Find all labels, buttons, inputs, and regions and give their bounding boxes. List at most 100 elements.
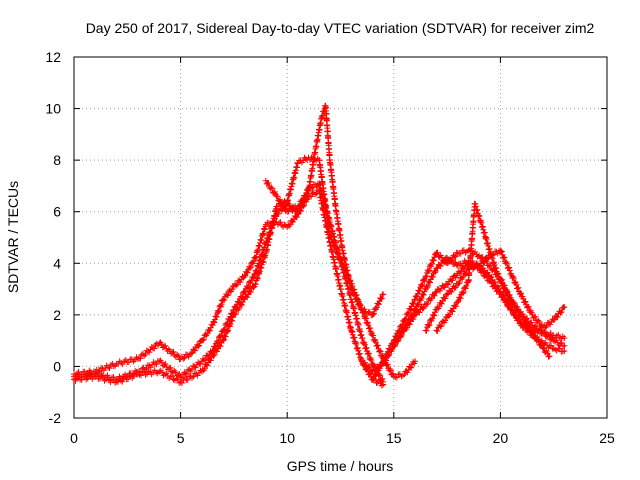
y-axis-label: SDTVAR / TECUs bbox=[5, 181, 21, 293]
data-point-marker bbox=[201, 365, 208, 372]
data-point-marker bbox=[151, 345, 158, 352]
data-point-marker bbox=[378, 295, 385, 302]
data-point-marker bbox=[491, 259, 498, 266]
data-point-marker bbox=[350, 291, 357, 298]
data-point-marker bbox=[294, 160, 301, 167]
data-point-marker bbox=[365, 350, 372, 357]
data-point-marker bbox=[405, 309, 412, 316]
data-point-marker bbox=[415, 287, 422, 294]
series-track-i bbox=[433, 200, 553, 360]
data-points bbox=[71, 102, 568, 389]
data-point-marker bbox=[404, 369, 411, 376]
data-point-marker bbox=[394, 338, 401, 345]
y-tick-label: 4 bbox=[53, 255, 61, 271]
data-point-marker bbox=[559, 333, 566, 340]
data-point-marker bbox=[448, 288, 455, 295]
data-point-marker bbox=[268, 184, 275, 191]
data-point-marker bbox=[361, 341, 368, 348]
data-point-marker bbox=[490, 260, 497, 267]
data-point-marker bbox=[192, 364, 199, 371]
data-point-marker bbox=[356, 350, 363, 357]
series-track-c bbox=[71, 153, 419, 386]
data-point-marker bbox=[510, 275, 517, 282]
data-point-marker bbox=[515, 284, 522, 291]
data-point-marker bbox=[534, 336, 541, 343]
data-point-marker bbox=[514, 306, 521, 313]
x-tick-label: 10 bbox=[279, 430, 295, 446]
data-point-marker bbox=[224, 292, 231, 299]
data-point-marker bbox=[193, 371, 200, 378]
data-point-marker bbox=[296, 202, 303, 209]
data-point-marker bbox=[460, 274, 467, 281]
data-point-marker bbox=[377, 294, 384, 301]
data-point-marker bbox=[138, 351, 145, 358]
data-point-marker bbox=[430, 311, 437, 318]
data-point-marker bbox=[224, 327, 231, 334]
data-point-marker bbox=[384, 361, 391, 368]
data-point-marker bbox=[225, 291, 232, 298]
x-tick-label: 0 bbox=[70, 430, 78, 446]
data-point-marker bbox=[431, 312, 438, 319]
data-point-marker bbox=[308, 193, 315, 200]
data-point-marker bbox=[165, 346, 172, 353]
data-point-marker bbox=[549, 332, 556, 339]
x-tick-label: 20 bbox=[493, 430, 509, 446]
data-point-marker bbox=[367, 324, 374, 331]
data-point-marker bbox=[504, 291, 511, 298]
data-point-marker bbox=[110, 376, 117, 383]
data-point-marker bbox=[501, 254, 508, 261]
data-point-marker bbox=[432, 269, 439, 276]
data-point-marker bbox=[175, 352, 182, 359]
data-point-marker bbox=[131, 357, 138, 364]
data-point-marker bbox=[256, 257, 263, 264]
data-point-marker bbox=[411, 360, 418, 367]
data-point-marker bbox=[479, 224, 486, 231]
data-point-marker bbox=[228, 317, 235, 324]
data-point-marker bbox=[547, 321, 554, 328]
y-tick-label: 12 bbox=[45, 49, 61, 65]
y-tick-label: 8 bbox=[53, 152, 61, 168]
data-point-marker bbox=[217, 302, 224, 309]
data-point-marker bbox=[504, 260, 511, 267]
data-point-marker bbox=[188, 366, 195, 373]
data-point-marker bbox=[377, 372, 384, 379]
data-point-marker bbox=[426, 321, 433, 328]
data-point-marker bbox=[459, 290, 466, 297]
data-point-marker bbox=[254, 275, 261, 282]
data-point-marker bbox=[473, 207, 480, 214]
data-point-marker bbox=[370, 332, 377, 339]
data-point-marker bbox=[548, 342, 555, 349]
data-point-marker bbox=[407, 306, 414, 313]
data-point-marker bbox=[215, 338, 222, 345]
data-point-marker bbox=[213, 313, 220, 320]
data-point-marker bbox=[158, 359, 165, 366]
data-point-marker bbox=[363, 344, 370, 351]
data-point-marker bbox=[453, 261, 460, 268]
data-point-marker bbox=[543, 323, 550, 330]
data-point-marker bbox=[176, 356, 183, 363]
data-point-marker bbox=[289, 207, 296, 214]
data-point-marker bbox=[244, 269, 251, 276]
data-point-marker bbox=[510, 301, 517, 308]
data-point-marker bbox=[404, 324, 411, 331]
data-point-marker bbox=[233, 282, 240, 289]
data-point-marker bbox=[472, 203, 479, 210]
data-point-marker bbox=[219, 337, 226, 344]
data-point-marker bbox=[517, 289, 524, 296]
data-point-marker bbox=[557, 309, 564, 316]
data-point-marker bbox=[260, 258, 267, 265]
data-point-marker bbox=[418, 295, 425, 302]
data-point-marker bbox=[106, 365, 113, 372]
data-point-marker bbox=[229, 317, 236, 324]
data-point-marker bbox=[167, 364, 174, 371]
data-point-marker bbox=[353, 295, 360, 302]
data-point-marker bbox=[523, 319, 530, 326]
data-point-marker bbox=[334, 248, 341, 255]
data-point-marker bbox=[449, 277, 456, 284]
data-point-marker bbox=[510, 273, 517, 280]
data-point-marker bbox=[218, 332, 225, 339]
data-point-marker bbox=[246, 265, 253, 272]
data-point-marker bbox=[125, 376, 132, 383]
data-point-marker bbox=[378, 382, 385, 389]
data-point-marker bbox=[406, 321, 413, 328]
